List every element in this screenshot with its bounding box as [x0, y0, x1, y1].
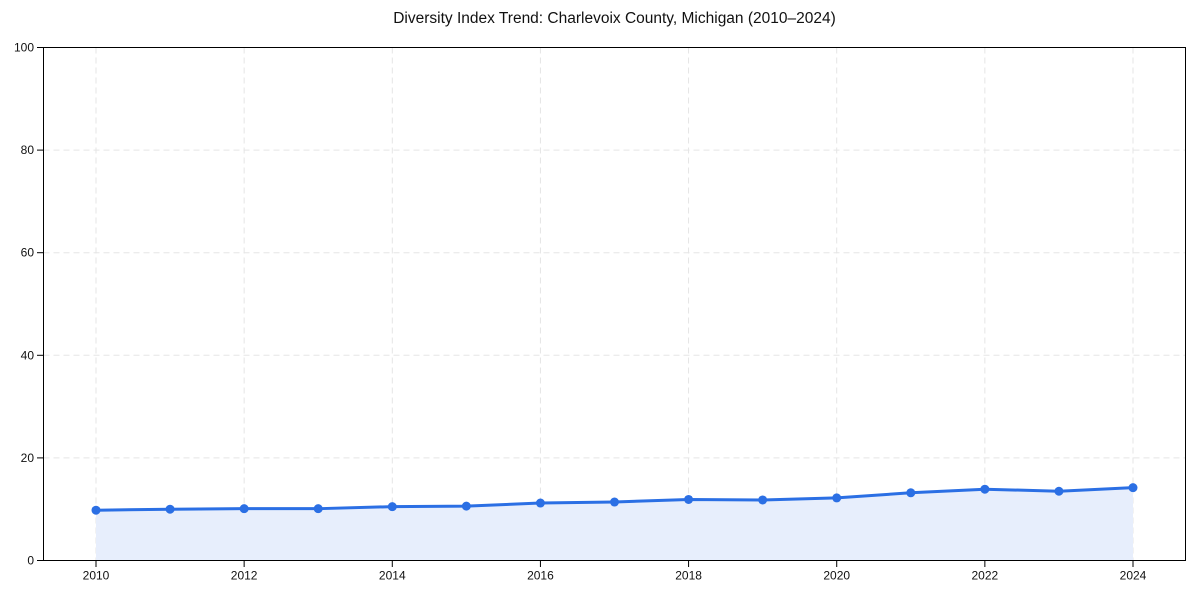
data-point-2023: [1054, 486, 1064, 496]
x-tick-label: 2010: [83, 569, 110, 583]
data-point-2020: [832, 493, 842, 503]
data-point-2016: [535, 498, 545, 508]
y-tick-label: 100: [14, 41, 34, 55]
x-tick-label: 2016: [527, 569, 554, 583]
data-point-2021: [906, 488, 916, 498]
area-fill: [96, 487, 1133, 561]
x-tick-label: 2012: [231, 569, 258, 583]
y-tick-label: 40: [21, 348, 35, 362]
y-tick-label: 60: [21, 246, 35, 260]
plot-border: [43, 47, 1186, 561]
data-point-2010: [91, 505, 101, 515]
chart-title: Diversity Index Trend: Charlevoix County…: [393, 10, 836, 27]
x-tick-label: 2014: [379, 569, 406, 583]
data-point-2017: [610, 497, 619, 507]
data-point-2018: [684, 494, 694, 504]
x-tick-label: 2022: [972, 569, 999, 583]
y-tick-label: 80: [21, 143, 35, 157]
y-tick-label: 20: [21, 451, 35, 465]
data-point-2012: [239, 504, 249, 514]
data-point-2014: [387, 502, 397, 512]
data-point-2022: [980, 484, 990, 494]
data-point-2015: [461, 501, 471, 511]
y-tick-label: 0: [27, 554, 34, 568]
x-tick-label: 2024: [1120, 569, 1147, 583]
x-tick-label: 2020: [823, 569, 850, 583]
data-point-2024: [1128, 483, 1138, 493]
x-tick-label: 2018: [675, 569, 702, 583]
data-point-2011: [165, 504, 175, 514]
data-point-2019: [758, 495, 768, 505]
data-point-2013: [313, 504, 323, 514]
